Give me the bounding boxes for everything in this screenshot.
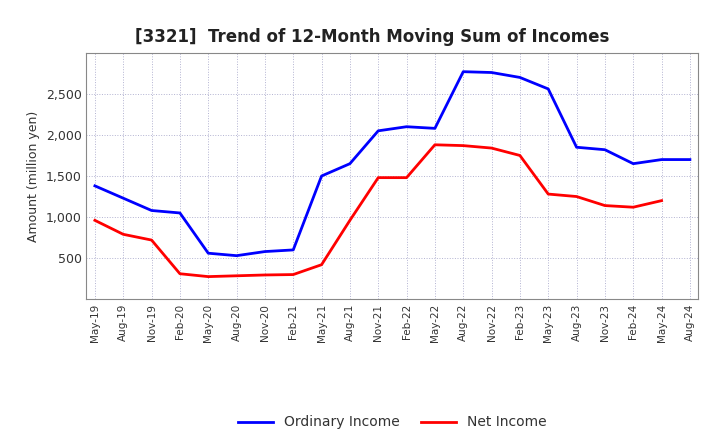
Ordinary Income	[233, 253, 241, 258]
Ordinary Income	[516, 75, 524, 80]
Ordinary Income	[629, 161, 637, 166]
Ordinary Income	[346, 161, 354, 166]
Ordinary Income	[261, 249, 269, 254]
Net Income	[431, 142, 439, 147]
Net Income	[318, 262, 326, 268]
Net Income	[233, 273, 241, 279]
Net Income	[459, 143, 467, 148]
Net Income	[374, 175, 382, 180]
Y-axis label: Amount (million yen): Amount (million yen)	[27, 110, 40, 242]
Ordinary Income	[657, 157, 666, 162]
Ordinary Income	[289, 247, 297, 253]
Net Income	[572, 194, 581, 199]
Ordinary Income	[600, 147, 609, 152]
Net Income	[119, 232, 127, 237]
Ordinary Income	[431, 126, 439, 131]
Net Income	[176, 271, 184, 276]
Net Income	[402, 175, 411, 180]
Line: Net Income: Net Income	[95, 145, 662, 277]
Ordinary Income	[374, 128, 382, 133]
Ordinary Income	[402, 124, 411, 129]
Ordinary Income	[119, 195, 127, 201]
Net Income	[516, 153, 524, 158]
Line: Ordinary Income: Ordinary Income	[95, 72, 690, 256]
Ordinary Income	[91, 183, 99, 188]
Net Income	[600, 203, 609, 208]
Net Income	[261, 272, 269, 278]
Net Income	[657, 198, 666, 203]
Net Income	[91, 218, 99, 223]
Net Income	[487, 146, 496, 151]
Ordinary Income	[176, 210, 184, 216]
Ordinary Income	[685, 157, 694, 162]
Ordinary Income	[204, 250, 212, 256]
Ordinary Income	[459, 69, 467, 74]
Ordinary Income	[544, 86, 552, 92]
Net Income	[544, 191, 552, 197]
Net Income	[289, 272, 297, 277]
Legend: Ordinary Income, Net Income: Ordinary Income, Net Income	[233, 410, 552, 435]
Ordinary Income	[572, 145, 581, 150]
Ordinary Income	[148, 208, 156, 213]
Net Income	[204, 274, 212, 279]
Ordinary Income	[318, 173, 326, 179]
Text: [3321]  Trend of 12-Month Moving Sum of Incomes: [3321] Trend of 12-Month Moving Sum of I…	[135, 28, 610, 46]
Net Income	[629, 205, 637, 210]
Net Income	[148, 238, 156, 243]
Ordinary Income	[487, 70, 496, 75]
Net Income	[346, 218, 354, 223]
